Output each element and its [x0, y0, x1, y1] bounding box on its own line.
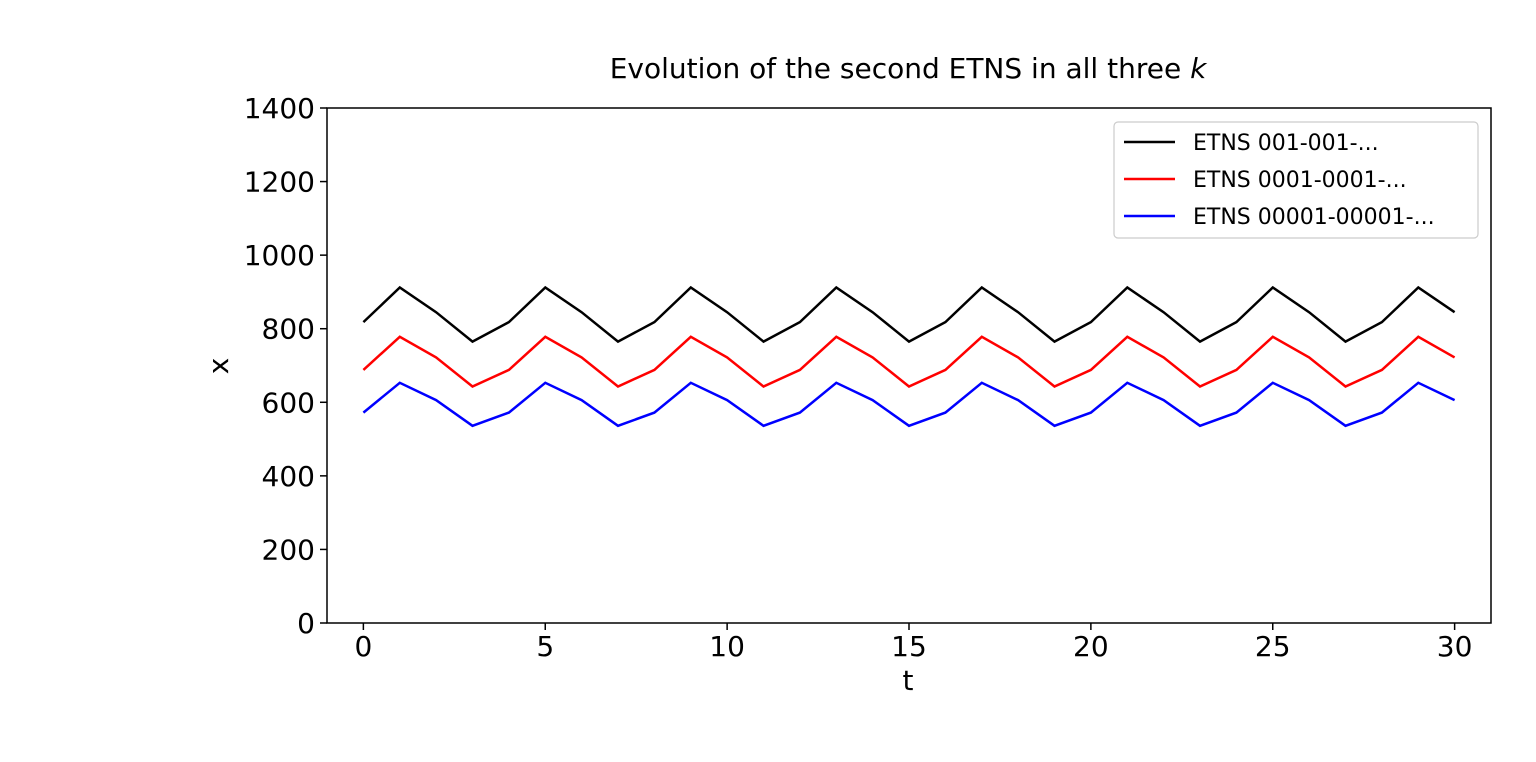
legend-label-3: ETNS 00001-00001-... — [1193, 205, 1435, 230]
legend-box — [1113, 121, 1479, 239]
y-tick-label: 1400 — [244, 92, 315, 125]
chart-title: Evolution of the second ETNS in all thre… — [610, 52, 1208, 85]
y-tick-label: 400 — [262, 460, 315, 493]
series-line-1 — [362, 285, 1456, 344]
x-axis-label: t — [903, 664, 914, 697]
x-axis: 0 5 10 15 20 25 30 — [354, 623, 1472, 663]
x-tick-label: 20 — [1073, 630, 1109, 663]
y-tick-label: 1200 — [244, 166, 315, 199]
x-tick-label: 30 — [1437, 630, 1473, 663]
legend-label-2: ETNS 0001-0001-... — [1193, 168, 1407, 193]
y-axis-label: x — [202, 358, 235, 375]
series-line-2 — [362, 335, 1456, 388]
y-tick-label: 0 — [297, 607, 315, 640]
x-tick-label: 5 — [536, 630, 554, 663]
y-tick-label: 1000 — [244, 239, 315, 272]
x-tick-label: 15 — [891, 630, 927, 663]
x-tick-label: 10 — [709, 630, 745, 663]
y-axis: 0 200 400 600 800 1000 1200 1400 — [244, 92, 327, 640]
series-layer — [362, 285, 1456, 428]
y-tick-label: 200 — [262, 533, 315, 566]
y-tick-label: 600 — [262, 386, 315, 419]
x-tick-label: 25 — [1255, 630, 1291, 663]
y-tick-label: 800 — [262, 313, 315, 346]
x-tick-label: 0 — [354, 630, 372, 663]
series-line-3 — [362, 381, 1456, 428]
legend-label-1: ETNS 001-001-... — [1193, 131, 1379, 156]
legend: ETNS 001-001-... ETNS 0001-0001-... ETNS 0… — [1113, 121, 1479, 239]
